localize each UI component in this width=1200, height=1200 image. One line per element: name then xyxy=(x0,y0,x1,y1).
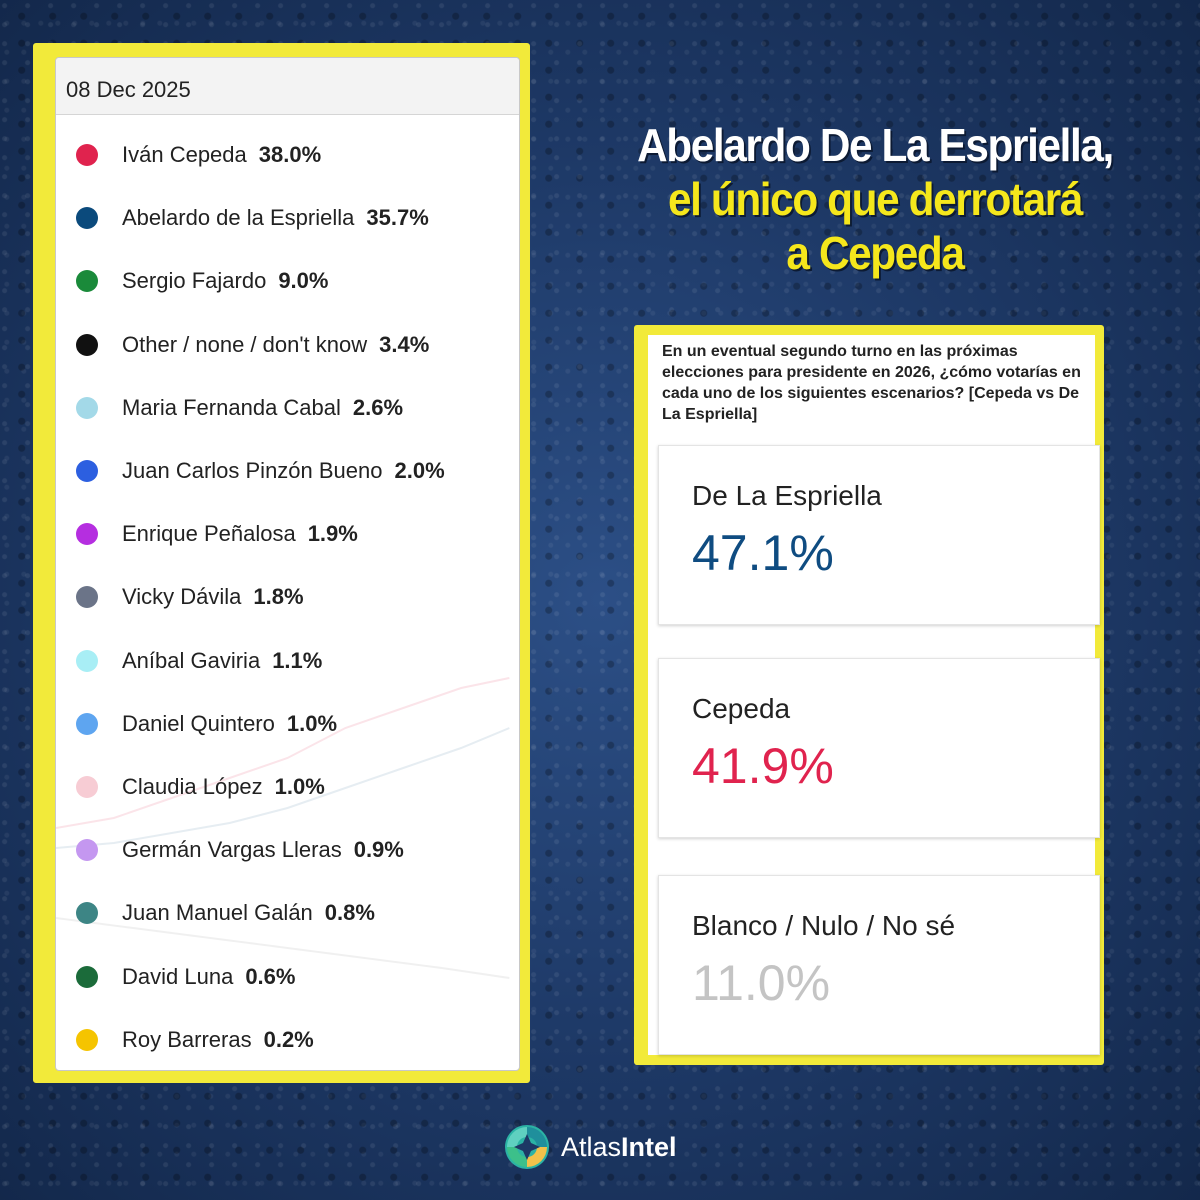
legend-candidate-name: Germán Vargas Lleras xyxy=(122,837,342,863)
legend-item: Roy Barreras 0.2% xyxy=(76,1025,314,1055)
legend-candidate-name: Roy Barreras xyxy=(122,1026,252,1052)
legend-candidate-name: Daniel Quintero xyxy=(122,710,275,736)
legend-item: David Luna 0.6% xyxy=(76,962,295,992)
legend-color-dot xyxy=(76,396,98,419)
legend-candidate-value: 1.0% xyxy=(286,710,338,736)
scenario-option-name: Blanco / Nulo / No sé xyxy=(692,910,956,941)
legend-candidate-value: 2.6% xyxy=(352,394,404,420)
legend-candidate-value: 1.9% xyxy=(307,521,358,547)
date-header: 08 Dec 2025 xyxy=(56,58,519,115)
legend-color-dot xyxy=(76,144,98,166)
legend-color-dot xyxy=(76,776,98,798)
legend-item: Germán Vargas Lleras 0.9% xyxy=(76,835,404,865)
left-panel-frame: 08 Dec 2025 Iván Cepeda 38.0% Abelardo de … xyxy=(33,43,530,1083)
legend-candidate-value: 1.0% xyxy=(274,774,325,799)
headline: Abelardo De La Espriella, el único que d… xyxy=(599,118,1151,280)
legend-candidate-name: Sergio Fajardo xyxy=(122,268,267,294)
legend-color-dot xyxy=(76,649,98,672)
poll-legend-card: 08 Dec 2025 Iván Cepeda 38.0% Abelardo de … xyxy=(55,57,520,1071)
legend-candidate-name: Vicky Dávila xyxy=(122,584,242,610)
legend-item: Other / none / don't know 3.4% xyxy=(76,330,429,360)
right-panel-frame: En un eventual segundo turno en las próx… xyxy=(634,325,1104,1065)
headline-line-2: el único que derrotará xyxy=(667,173,1083,225)
legend-color-dot xyxy=(76,333,98,356)
legend-item: Claudia López 1.0% xyxy=(76,772,325,802)
legend-color-dot xyxy=(76,965,98,988)
legend-color-dot xyxy=(76,207,98,230)
legend-candidate-name: Iván Cepeda xyxy=(122,142,247,167)
legend-candidate-name: Enrique Peñalosa xyxy=(122,521,296,547)
scenario-option-value: 47.1% xyxy=(692,525,834,581)
legend-candidate-value: 0.2% xyxy=(263,1026,314,1052)
legend-item: Iván Cepeda 38.0% xyxy=(76,140,321,170)
legend-candidate-name: Maria Fernanda Cabal xyxy=(122,394,341,420)
legend-item: Vicky Dávila 1.8% xyxy=(76,582,304,612)
legend-candidate-value: 0.6% xyxy=(245,963,296,989)
legend-color-dot xyxy=(76,523,98,546)
scenario-card: Cepeda 41.9% xyxy=(658,658,1100,838)
runoff-card: En un eventual segundo turno en las próx… xyxy=(648,335,1100,1055)
brand-name-part-1: Atlas xyxy=(561,1131,622,1162)
poll-question: En un eventual segundo turno en las próx… xyxy=(662,343,1081,423)
legend-item: Maria Fernanda Cabal 2.6% xyxy=(76,393,403,423)
legend-color-dot xyxy=(76,839,98,862)
legend-color-dot xyxy=(76,460,98,482)
scenario-option-name: Cepeda xyxy=(692,693,791,724)
legend-candidate-name: Aníbal Gaviria xyxy=(122,647,261,673)
legend-candidate-name: Juan Carlos Pinzón Bueno xyxy=(122,458,383,483)
legend-item: Juan Carlos Pinzón Bueno 2.0% xyxy=(76,456,445,486)
scenario-option-value: 41.9% xyxy=(692,738,834,794)
scenario-option-value: 11.0% xyxy=(692,955,831,1011)
legend-candidate-value: 2.0% xyxy=(394,458,445,483)
brand-name-part-2: Intel xyxy=(621,1131,677,1162)
legend-item: Aníbal Gaviria 1.1% xyxy=(76,646,322,676)
legend-candidate-value: 9.0% xyxy=(278,268,329,294)
scenario-card: De La Espriella 47.1% xyxy=(658,445,1100,625)
legend-color-dot xyxy=(76,270,98,293)
legend-candidate-name: Juan Manuel Galán xyxy=(122,900,313,926)
legend-candidate-name: David Luna xyxy=(122,963,234,989)
legend-candidate-value: 38.0% xyxy=(258,142,322,167)
legend-color-dot xyxy=(76,1028,98,1051)
legend-candidate-value: 0.8% xyxy=(324,900,375,926)
legend-color-dot xyxy=(76,712,98,735)
scenario-card: Blanco / Nulo / No sé 11.0% xyxy=(658,875,1100,1055)
legend-candidate-name: Claudia López xyxy=(122,774,263,799)
legend-color-dot xyxy=(76,586,98,609)
legend-item: Sergio Fajardo 9.0% xyxy=(76,266,328,296)
legend-candidate-value: 0.9% xyxy=(353,837,404,863)
legend-candidate-value: 1.1% xyxy=(272,647,323,673)
legend-item: Juan Manuel Galán 0.8% xyxy=(76,898,375,928)
legend-item: Abelardo de la Espriella 35.7% xyxy=(76,203,429,233)
headline-line-3: a Cepeda xyxy=(786,227,965,279)
legend-candidate-value: 35.7% xyxy=(366,205,429,231)
atlasintel-wordmark: AtlasIntel xyxy=(561,1132,677,1163)
legend-candidate-value: 1.8% xyxy=(253,584,304,610)
atlasintel-logo: AtlasIntel xyxy=(503,1122,677,1172)
legend-candidate-value: 3.4% xyxy=(379,331,430,357)
headline-line-1: Abelardo De La Espriella, xyxy=(637,119,1114,171)
legend-candidate-name: Abelardo de la Espriella xyxy=(122,205,355,231)
scenario-option-name: De La Espriella xyxy=(692,480,882,511)
legend-candidate-name: Other / none / don't know xyxy=(122,331,368,357)
atlasintel-logo-icon xyxy=(505,1125,549,1169)
legend-item: Enrique Peñalosa 1.9% xyxy=(76,519,358,549)
legend-item: Daniel Quintero 1.0% xyxy=(76,709,337,739)
legend-color-dot xyxy=(76,902,98,925)
